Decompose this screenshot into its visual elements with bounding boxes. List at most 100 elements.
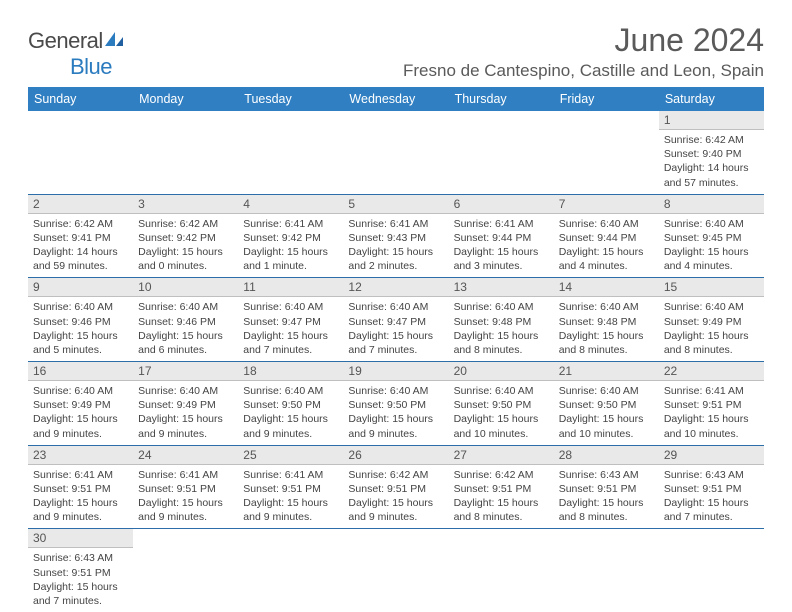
calendar-day-cell: 21Sunrise: 6:40 AMSunset: 9:50 PMDayligh… bbox=[554, 362, 659, 446]
day-number: 29 bbox=[659, 446, 764, 465]
day-number: 30 bbox=[28, 529, 133, 548]
calendar-day-cell: 27Sunrise: 6:42 AMSunset: 9:51 PMDayligh… bbox=[449, 445, 554, 529]
calendar-week-row: 30Sunrise: 6:43 AMSunset: 9:51 PMDayligh… bbox=[28, 529, 764, 612]
day-number: 1 bbox=[659, 111, 764, 130]
day-content: Sunrise: 6:42 AMSunset: 9:42 PMDaylight:… bbox=[133, 214, 238, 278]
day-number: 4 bbox=[238, 195, 343, 214]
day-number: 22 bbox=[659, 362, 764, 381]
weekday-header: Friday bbox=[554, 87, 659, 111]
day-content: Sunrise: 6:40 AMSunset: 9:50 PMDaylight:… bbox=[238, 381, 343, 445]
day-content: Sunrise: 6:40 AMSunset: 9:50 PMDaylight:… bbox=[449, 381, 554, 445]
calendar-day-cell: 4Sunrise: 6:41 AMSunset: 9:42 PMDaylight… bbox=[238, 194, 343, 278]
calendar-day-cell: 1Sunrise: 6:42 AMSunset: 9:40 PMDaylight… bbox=[659, 111, 764, 194]
calendar-table: SundayMondayTuesdayWednesdayThursdayFrid… bbox=[28, 87, 764, 612]
calendar-day-cell bbox=[554, 529, 659, 612]
calendar-day-cell: 14Sunrise: 6:40 AMSunset: 9:48 PMDayligh… bbox=[554, 278, 659, 362]
sail-icon bbox=[103, 28, 125, 54]
day-content: Sunrise: 6:41 AMSunset: 9:51 PMDaylight:… bbox=[133, 465, 238, 529]
calendar-day-cell: 7Sunrise: 6:40 AMSunset: 9:44 PMDaylight… bbox=[554, 194, 659, 278]
day-number: 26 bbox=[343, 446, 448, 465]
calendar-day-cell: 6Sunrise: 6:41 AMSunset: 9:44 PMDaylight… bbox=[449, 194, 554, 278]
calendar-day-cell: 26Sunrise: 6:42 AMSunset: 9:51 PMDayligh… bbox=[343, 445, 448, 529]
calendar-day-cell bbox=[449, 111, 554, 194]
day-content: Sunrise: 6:41 AMSunset: 9:44 PMDaylight:… bbox=[449, 214, 554, 278]
day-content: Sunrise: 6:41 AMSunset: 9:42 PMDaylight:… bbox=[238, 214, 343, 278]
day-content: Sunrise: 6:40 AMSunset: 9:49 PMDaylight:… bbox=[28, 381, 133, 445]
day-content: Sunrise: 6:40 AMSunset: 9:48 PMDaylight:… bbox=[449, 297, 554, 361]
weekday-header: Sunday bbox=[28, 87, 133, 111]
weekday-header: Tuesday bbox=[238, 87, 343, 111]
weekday-header: Monday bbox=[133, 87, 238, 111]
day-number: 27 bbox=[449, 446, 554, 465]
day-content: Sunrise: 6:41 AMSunset: 9:43 PMDaylight:… bbox=[343, 214, 448, 278]
calendar-day-cell: 24Sunrise: 6:41 AMSunset: 9:51 PMDayligh… bbox=[133, 445, 238, 529]
calendar-week-row: 16Sunrise: 6:40 AMSunset: 9:49 PMDayligh… bbox=[28, 362, 764, 446]
day-number: 24 bbox=[133, 446, 238, 465]
day-content: Sunrise: 6:40 AMSunset: 9:45 PMDaylight:… bbox=[659, 214, 764, 278]
calendar-day-cell bbox=[133, 111, 238, 194]
day-number: 10 bbox=[133, 278, 238, 297]
location-subtitle: Fresno de Cantespino, Castille and Leon,… bbox=[403, 61, 764, 81]
day-content: Sunrise: 6:40 AMSunset: 9:50 PMDaylight:… bbox=[554, 381, 659, 445]
weekday-header: Saturday bbox=[659, 87, 764, 111]
day-content: Sunrise: 6:40 AMSunset: 9:46 PMDaylight:… bbox=[28, 297, 133, 361]
calendar-body: 1Sunrise: 6:42 AMSunset: 9:40 PMDaylight… bbox=[28, 111, 764, 612]
day-number: 21 bbox=[554, 362, 659, 381]
calendar-day-cell: 25Sunrise: 6:41 AMSunset: 9:51 PMDayligh… bbox=[238, 445, 343, 529]
day-number: 16 bbox=[28, 362, 133, 381]
calendar-day-cell: 12Sunrise: 6:40 AMSunset: 9:47 PMDayligh… bbox=[343, 278, 448, 362]
calendar-day-cell: 5Sunrise: 6:41 AMSunset: 9:43 PMDaylight… bbox=[343, 194, 448, 278]
calendar-week-row: 2Sunrise: 6:42 AMSunset: 9:41 PMDaylight… bbox=[28, 194, 764, 278]
calendar-day-cell: 22Sunrise: 6:41 AMSunset: 9:51 PMDayligh… bbox=[659, 362, 764, 446]
month-year-title: June 2024 bbox=[403, 22, 764, 59]
day-content: Sunrise: 6:40 AMSunset: 9:50 PMDaylight:… bbox=[343, 381, 448, 445]
day-number: 13 bbox=[449, 278, 554, 297]
calendar-day-cell: 3Sunrise: 6:42 AMSunset: 9:42 PMDaylight… bbox=[133, 194, 238, 278]
calendar-week-row: 1Sunrise: 6:42 AMSunset: 9:40 PMDaylight… bbox=[28, 111, 764, 194]
calendar-day-cell bbox=[659, 529, 764, 612]
day-number: 28 bbox=[554, 446, 659, 465]
brand-part1: General bbox=[28, 28, 103, 53]
day-content: Sunrise: 6:42 AMSunset: 9:51 PMDaylight:… bbox=[343, 465, 448, 529]
day-content: Sunrise: 6:43 AMSunset: 9:51 PMDaylight:… bbox=[28, 548, 133, 612]
calendar-day-cell: 23Sunrise: 6:41 AMSunset: 9:51 PMDayligh… bbox=[28, 445, 133, 529]
day-content: Sunrise: 6:40 AMSunset: 9:47 PMDaylight:… bbox=[238, 297, 343, 361]
calendar-day-cell bbox=[343, 111, 448, 194]
day-number: 2 bbox=[28, 195, 133, 214]
day-content: Sunrise: 6:42 AMSunset: 9:51 PMDaylight:… bbox=[449, 465, 554, 529]
day-content: Sunrise: 6:42 AMSunset: 9:40 PMDaylight:… bbox=[659, 130, 764, 194]
calendar-day-cell: 15Sunrise: 6:40 AMSunset: 9:49 PMDayligh… bbox=[659, 278, 764, 362]
day-number: 19 bbox=[343, 362, 448, 381]
calendar-day-cell: 17Sunrise: 6:40 AMSunset: 9:49 PMDayligh… bbox=[133, 362, 238, 446]
day-content: Sunrise: 6:40 AMSunset: 9:49 PMDaylight:… bbox=[659, 297, 764, 361]
calendar-day-cell: 11Sunrise: 6:40 AMSunset: 9:47 PMDayligh… bbox=[238, 278, 343, 362]
day-number: 7 bbox=[554, 195, 659, 214]
calendar-day-cell bbox=[133, 529, 238, 612]
calendar-day-cell: 2Sunrise: 6:42 AMSunset: 9:41 PMDaylight… bbox=[28, 194, 133, 278]
calendar-day-cell bbox=[449, 529, 554, 612]
title-block: June 2024 Fresno de Cantespino, Castille… bbox=[403, 22, 764, 81]
day-number: 18 bbox=[238, 362, 343, 381]
calendar-day-cell: 10Sunrise: 6:40 AMSunset: 9:46 PMDayligh… bbox=[133, 278, 238, 362]
day-number: 9 bbox=[28, 278, 133, 297]
weekday-header-row: SundayMondayTuesdayWednesdayThursdayFrid… bbox=[28, 87, 764, 111]
day-number: 23 bbox=[28, 446, 133, 465]
calendar-week-row: 23Sunrise: 6:41 AMSunset: 9:51 PMDayligh… bbox=[28, 445, 764, 529]
day-number: 11 bbox=[238, 278, 343, 297]
day-content: Sunrise: 6:41 AMSunset: 9:51 PMDaylight:… bbox=[28, 465, 133, 529]
day-content: Sunrise: 6:40 AMSunset: 9:46 PMDaylight:… bbox=[133, 297, 238, 361]
brand-part2: Blue bbox=[28, 54, 112, 79]
calendar-day-cell: 29Sunrise: 6:43 AMSunset: 9:51 PMDayligh… bbox=[659, 445, 764, 529]
header: GeneralBlue June 2024 Fresno de Cantespi… bbox=[28, 22, 764, 81]
calendar-day-cell bbox=[28, 111, 133, 194]
calendar-day-cell: 13Sunrise: 6:40 AMSunset: 9:48 PMDayligh… bbox=[449, 278, 554, 362]
day-number: 17 bbox=[133, 362, 238, 381]
day-content: Sunrise: 6:43 AMSunset: 9:51 PMDaylight:… bbox=[554, 465, 659, 529]
day-content: Sunrise: 6:40 AMSunset: 9:48 PMDaylight:… bbox=[554, 297, 659, 361]
calendar-day-cell bbox=[343, 529, 448, 612]
day-number: 8 bbox=[659, 195, 764, 214]
day-content: Sunrise: 6:40 AMSunset: 9:49 PMDaylight:… bbox=[133, 381, 238, 445]
day-number: 3 bbox=[133, 195, 238, 214]
day-content: Sunrise: 6:40 AMSunset: 9:47 PMDaylight:… bbox=[343, 297, 448, 361]
day-number: 12 bbox=[343, 278, 448, 297]
